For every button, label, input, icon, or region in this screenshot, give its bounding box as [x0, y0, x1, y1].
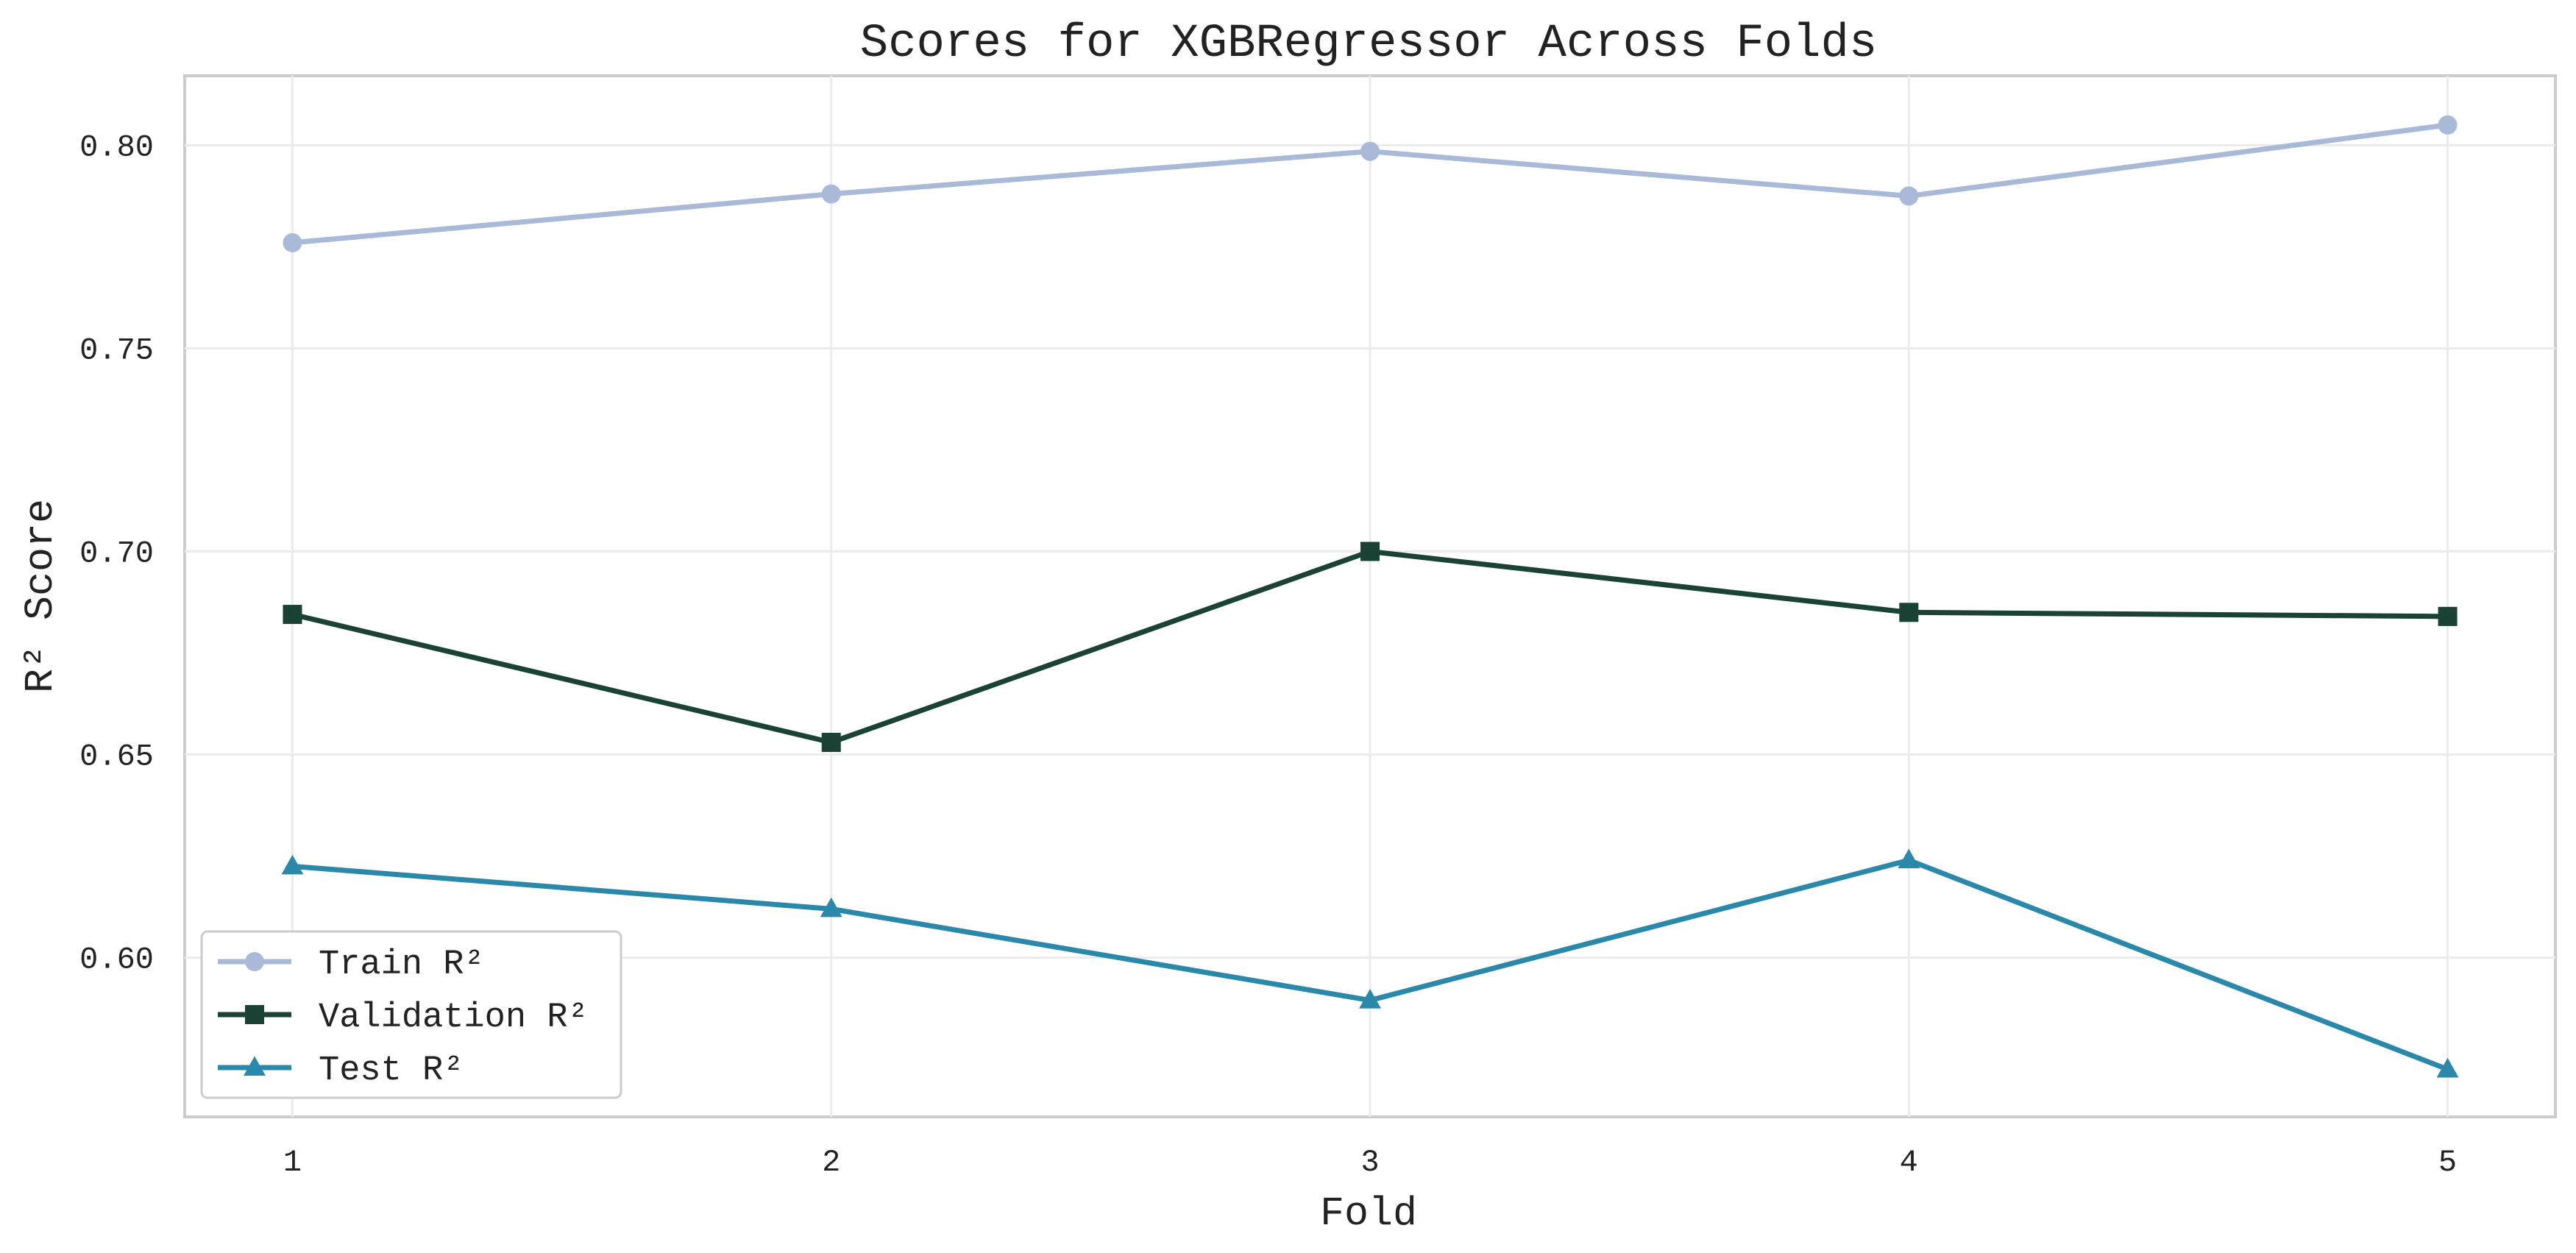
- chart-title: Scores for XGBRegressor Across Folds: [860, 18, 1878, 71]
- legend-label: Validation R²: [319, 998, 589, 1037]
- x-tick-label: 4: [1900, 1145, 1918, 1180]
- data-point: [1360, 141, 1380, 161]
- legend-label: Test R²: [319, 1051, 464, 1090]
- y-tick-label: 0.60: [79, 943, 154, 978]
- series-layer: [281, 115, 2459, 1078]
- x-tick-label: 3: [1360, 1145, 1379, 1180]
- x-axis-label: Fold: [1320, 1190, 1417, 1237]
- legend-label: Train R²: [319, 945, 485, 984]
- legend-items: Train R² Validation R² Test R²: [218, 945, 589, 1090]
- data-point: [821, 184, 841, 204]
- x-tick-label: 5: [2438, 1145, 2457, 1180]
- legend-item: Test R²: [218, 1051, 464, 1090]
- data-point: [283, 605, 302, 625]
- y-tick-label: 0.80: [79, 129, 154, 165]
- x-tick-label: 2: [822, 1145, 840, 1180]
- x-tick-label: 1: [283, 1145, 302, 1180]
- y-tick-label: 0.65: [79, 739, 154, 775]
- data-point: [245, 952, 264, 971]
- legend-box: [200, 930, 622, 1099]
- data-point: [2438, 115, 2458, 135]
- data-point: [281, 854, 304, 875]
- data-point: [1899, 603, 1919, 622]
- data-point: [820, 897, 842, 917]
- y-tick-label: 0.75: [79, 333, 154, 368]
- y-axis-label: R² Score: [18, 499, 64, 693]
- legend: Train R² Validation R² Test R²: [200, 930, 622, 1099]
- data-point: [1359, 988, 1381, 1009]
- data-point: [2438, 606, 2458, 626]
- legend-item: Train R²: [218, 945, 485, 984]
- data-point: [1360, 542, 1380, 561]
- data-point: [283, 233, 302, 252]
- y-tick-label: 0.70: [79, 536, 154, 571]
- y-axis-ticks: 0.60 0.65 0.70 0.75 0.80: [79, 129, 154, 977]
- series-square: [283, 542, 2458, 752]
- legend-item: Validation R²: [218, 998, 589, 1037]
- data-point: [1899, 186, 1919, 206]
- data-point: [2436, 1057, 2459, 1078]
- data-point: [245, 1005, 264, 1024]
- x-axis-ticks: 1 2 3 4 5: [283, 1145, 2457, 1180]
- data-point: [244, 1056, 266, 1076]
- data-point: [821, 732, 841, 752]
- series-circle: [283, 115, 2458, 252]
- series-triangle: [281, 848, 2459, 1078]
- data-point: [1898, 848, 1920, 869]
